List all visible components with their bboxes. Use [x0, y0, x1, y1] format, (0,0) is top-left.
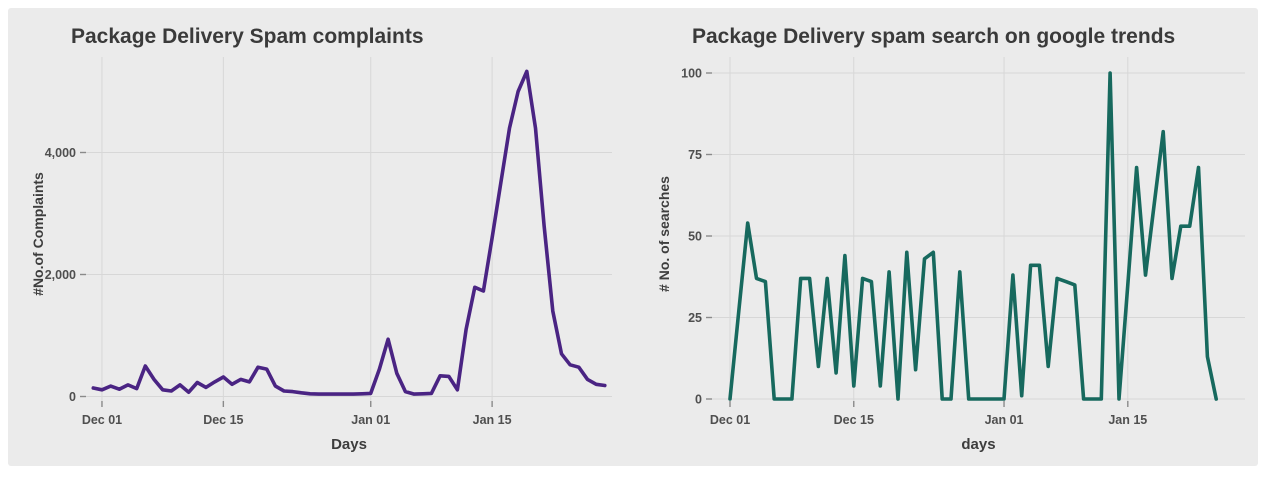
- x-tick-label: Dec 01: [710, 413, 750, 427]
- y-tick-label: 25: [688, 311, 702, 325]
- complaints-x-axis-label: Days: [331, 436, 367, 453]
- trends-chart-title: Package Delivery spam search on google t…: [692, 25, 1176, 48]
- complaints-chart-title: Package Delivery Spam complaints: [71, 25, 424, 48]
- x-tick-label: Jan 01: [985, 413, 1024, 427]
- y-tick-label: 0: [69, 390, 76, 404]
- y-tick-label: 100: [681, 67, 702, 81]
- y-tick-label: 4,000: [45, 146, 76, 160]
- y-tick-label: 0: [695, 393, 702, 407]
- x-tick-label: Dec 01: [82, 413, 122, 427]
- x-tick-label: Dec 15: [834, 413, 874, 427]
- x-tick-label: Jan 15: [473, 413, 512, 427]
- x-tick-label: Dec 15: [203, 413, 243, 427]
- y-tick-label: 2,000: [45, 268, 76, 282]
- trends-data-line: [728, 71, 1218, 401]
- y-tick-label: 75: [688, 148, 702, 162]
- x-tick-label: Jan 01: [351, 413, 390, 427]
- complaints-data-line: [91, 69, 607, 396]
- x-tick-label: Jan 15: [1108, 413, 1147, 427]
- y-tick-label: 50: [688, 230, 702, 244]
- figure-background: Package Delivery Spam complaints Package…: [8, 8, 1258, 466]
- trends-x-axis-label: days: [961, 436, 996, 453]
- line-plots-canvas: 0 2,000 4,000 Dec 01 Dec 15 Jan 01 Jan 15 0 25 50…: [45, 57, 1245, 427]
